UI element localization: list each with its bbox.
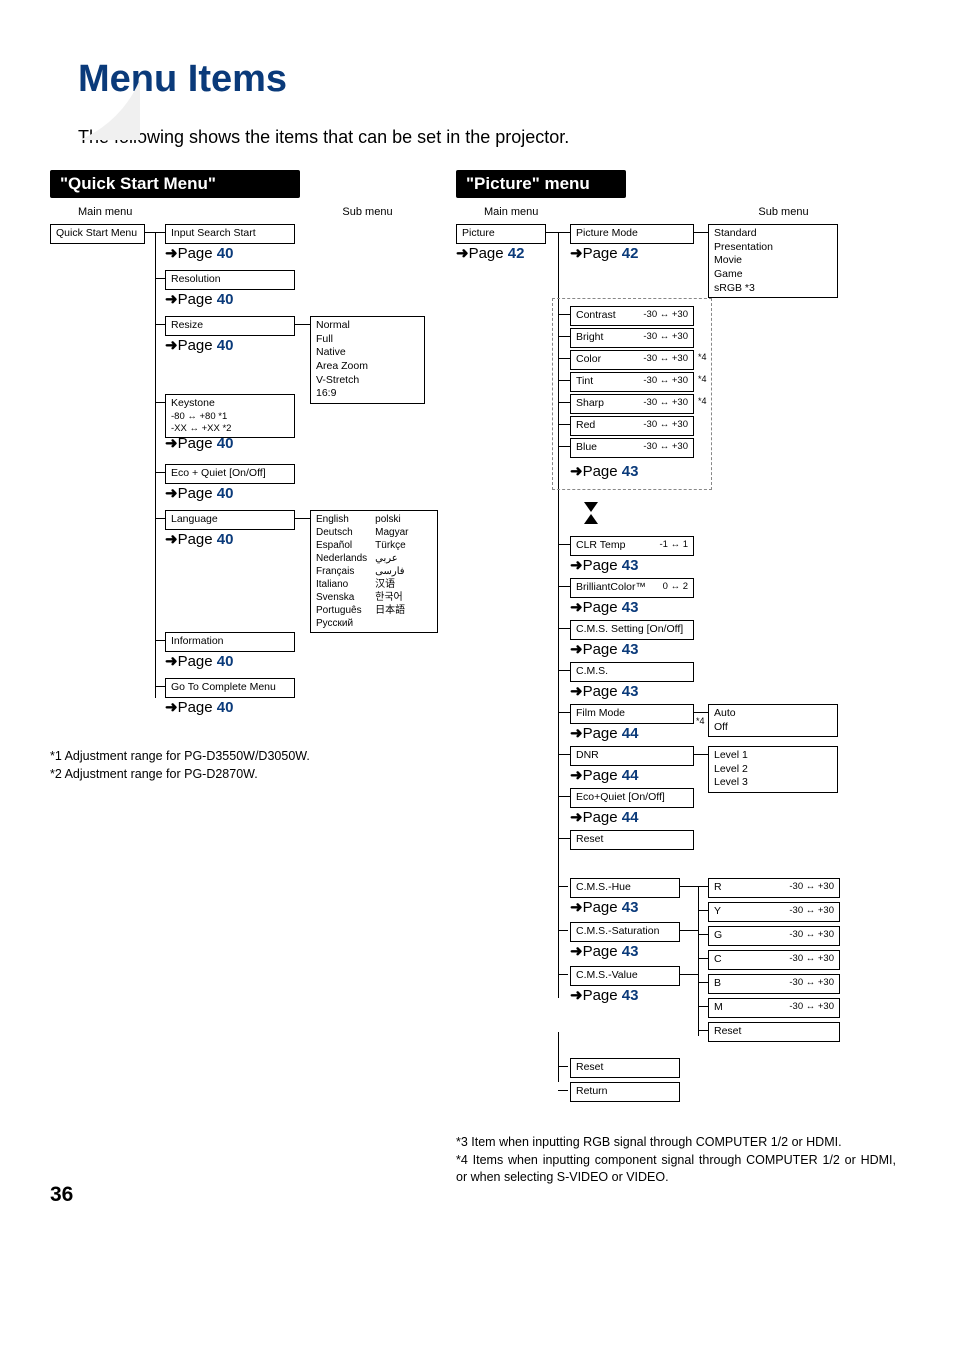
- columns: "Quick Start Menu" Main menu Sub menu Qu…: [50, 170, 904, 1187]
- item-eco-quiet-on-off-: Eco + Quiet [On/Off]: [165, 464, 295, 484]
- item-input-search-start: Input Search Start: [165, 224, 295, 244]
- sub-resize: Normal Full Native Area Zoom V-Stretch 1…: [310, 316, 425, 404]
- cms-color-R: R-30 ↔ +30: [708, 878, 840, 898]
- adjust-sharp: Sharp-30 ↔ +30: [570, 394, 694, 414]
- adjust-contrast: Contrast-30 ↔ +30: [570, 306, 694, 326]
- page-ref: ➜Page 40: [165, 336, 233, 354]
- item-reset2: Reset: [570, 1058, 680, 1078]
- page-ref: ➜Page 43: [570, 682, 638, 700]
- item-resize: Resize: [165, 316, 295, 336]
- item-go-to-complete-menu: Go To Complete Menu: [165, 678, 295, 698]
- page-ref: ➜Page 43: [570, 462, 638, 480]
- item-resolution: Resolution: [165, 270, 295, 290]
- page-ref: ➜Page 42: [570, 244, 638, 262]
- page-ref: ➜Page 44: [570, 808, 638, 826]
- item-picture-mode: Picture Mode: [570, 224, 694, 244]
- page-ref: ➜Page 43: [570, 598, 638, 616]
- item-c-m-s-: C.M.S.: [570, 662, 694, 682]
- triangle-icon: [584, 502, 598, 524]
- page-ref: ➜Page 43: [570, 640, 638, 658]
- item-c-m-s-saturation: C.M.S.-Saturation: [570, 922, 680, 942]
- item-dnr: DNR: [570, 746, 694, 766]
- right-notes: *3 Item when inputting RGB signal throug…: [456, 1134, 896, 1187]
- cms-color-M: M-30 ↔ +30: [708, 998, 840, 1018]
- page-ref: ➜Page 42: [456, 244, 524, 262]
- adjust-blue: Blue-30 ↔ +30: [570, 438, 694, 458]
- page-ref: ➜Page 40: [165, 244, 233, 262]
- item-return: Return: [570, 1082, 680, 1102]
- item-keystone: Keystone-80 ↔ +80 *1 -XX ↔ +XX *2: [165, 394, 295, 438]
- sub-picture-mode: Standard Presentation Movie Game sRGB *3: [708, 224, 838, 298]
- item-cms-reset: Reset: [708, 1022, 840, 1042]
- sub-menu-label: Sub menu: [342, 206, 392, 218]
- page-ref: ➜Page 40: [165, 434, 233, 452]
- sub-dnr: Level 1 Level 2 Level 3: [708, 746, 838, 793]
- page-ref: ➜Page 43: [570, 556, 638, 574]
- sub-languages: English Deutsch Español Nederlands Franç…: [310, 510, 438, 633]
- item-c-m-s-value: C.M.S.-Value: [570, 966, 680, 986]
- page-ref: ➜Page 40: [165, 484, 233, 502]
- root-quick-start: Quick Start Menu: [50, 224, 145, 244]
- intro-text: The following shows the items that can b…: [78, 127, 904, 148]
- item-c-m-s-setting-on-off-: C.M.S. Setting [On/Off]: [570, 620, 694, 640]
- cms-color-Y: Y-30 ↔ +30: [708, 902, 840, 922]
- page-ref: ➜Page 43: [570, 898, 638, 916]
- sub-film-mode: Auto Off: [708, 704, 838, 737]
- page-ref: ➜Page 40: [165, 530, 233, 548]
- page-ref: ➜Page 44: [570, 724, 638, 742]
- page-title: Menu Items: [78, 58, 904, 101]
- page-ref: ➜Page 40: [165, 652, 233, 670]
- root-picture: Picture: [456, 224, 546, 244]
- corner-decoration: [0, 0, 140, 140]
- cms-color-G: G-30 ↔ +30: [708, 926, 840, 946]
- page-ref: ➜Page 40: [165, 290, 233, 308]
- page-ref: ➜Page 44: [570, 766, 638, 784]
- sub-menu-label-r: Sub menu: [758, 206, 808, 218]
- item-film-mode: Film Mode: [570, 704, 694, 724]
- quick-start-header: "Quick Start Menu": [50, 170, 300, 198]
- page-ref: ➜Page 43: [570, 986, 638, 1004]
- cms-color-C: C-30 ↔ +30: [708, 950, 840, 970]
- cms-color-B: B-30 ↔ +30: [708, 974, 840, 994]
- page-ref: ➜Page 43: [570, 942, 638, 960]
- picture-column: "Picture" menu Main menu Sub menu Pictur…: [456, 170, 896, 1187]
- adjust-color: Color-30 ↔ +30: [570, 350, 694, 370]
- adjust-red: Red-30 ↔ +30: [570, 416, 694, 436]
- item-brilliantcolor-: BrilliantColor™0 ↔ 2: [570, 578, 694, 598]
- quick-start-column: "Quick Start Menu" Main menu Sub menu Qu…: [50, 170, 440, 1187]
- item-clr-temp: CLR Temp-1 ↔ 1: [570, 536, 694, 556]
- item-c-m-s-hue: C.M.S.-Hue: [570, 878, 680, 898]
- item-eco-quiet-on-off-: Eco+Quiet [On/Off]: [570, 788, 694, 808]
- picture-header: "Picture" menu: [456, 170, 626, 198]
- page-ref: ➜Page 40: [165, 698, 233, 716]
- item-reset: Reset: [570, 830, 694, 850]
- adjust-tint: Tint-30 ↔ +30: [570, 372, 694, 392]
- adjust-bright: Bright-30 ↔ +30: [570, 328, 694, 348]
- item-information: Information: [165, 632, 295, 652]
- page-number: 36: [50, 1183, 73, 1207]
- main-menu-label-r: Main menu: [484, 206, 538, 218]
- item-language: Language: [165, 510, 295, 530]
- main-menu-label: Main menu: [78, 206, 132, 218]
- left-notes: *1 Adjustment range for PG-D3550W/D3050W…: [50, 748, 440, 783]
